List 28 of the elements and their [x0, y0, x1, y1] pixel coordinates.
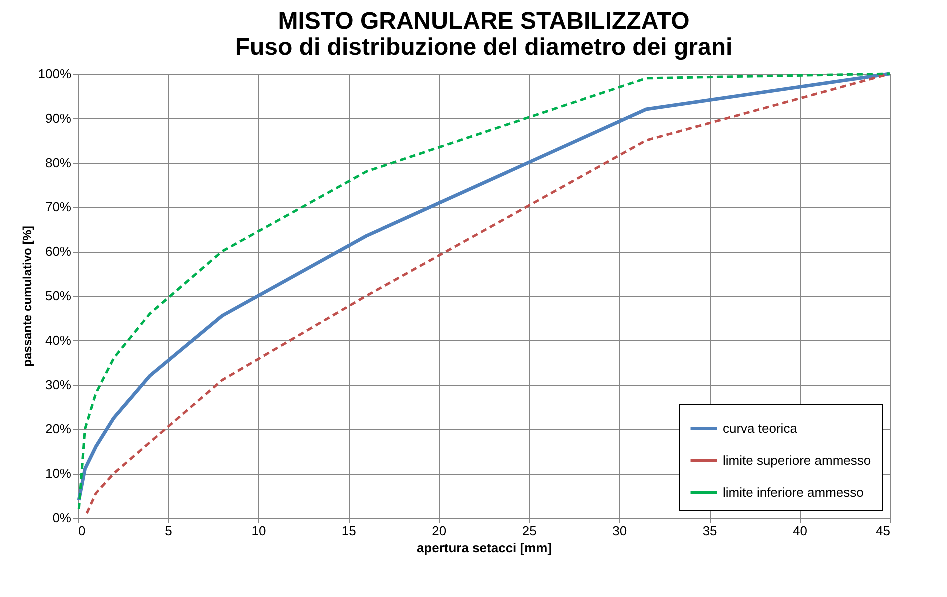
y-tick-label: 50% [45, 288, 72, 304]
x-axis-title: apertura setacci [mm] [416, 540, 552, 556]
y-tick-label: 100% [38, 66, 72, 82]
x-tick-label: 40 [793, 524, 808, 538]
y-tick-label: 20% [45, 422, 72, 437]
y-axis-title: passante cumulativo [%] [20, 226, 34, 367]
y-tick-label: 30% [45, 377, 72, 392]
y-tick-label: 60% [45, 244, 72, 260]
y-tick-label: 70% [45, 200, 72, 215]
x-tick-label: 15 [342, 524, 356, 538]
x-tick-label: 35 [702, 524, 718, 538]
legend-label: curva teorica [723, 421, 798, 436]
x-tick-label: 5 [165, 524, 172, 538]
x-tick-label: 30 [612, 524, 628, 538]
text: Fuso di distribuzione del diametro dei grani [235, 34, 733, 61]
y-tick-label: 80% [45, 155, 72, 170]
x-tick-label: 25 [522, 524, 537, 538]
y-tick-label: 0% [52, 510, 72, 526]
x-tick-label: 0 [78, 524, 86, 538]
y-tick-label: 40% [45, 332, 72, 348]
y-tick-label: 10% [45, 466, 72, 482]
legend-label: limite inferiore ammesso [723, 485, 864, 500]
x-tick-label: 20 [432, 524, 447, 538]
y-tick-label: 90% [45, 110, 72, 126]
legend-label: limite superiore ammesso [723, 453, 872, 468]
x-tick-label: 45 [876, 524, 890, 538]
text: MISTO GRANULARE STABILIZZATO [278, 8, 690, 35]
x-tick-label: 10 [252, 524, 266, 538]
